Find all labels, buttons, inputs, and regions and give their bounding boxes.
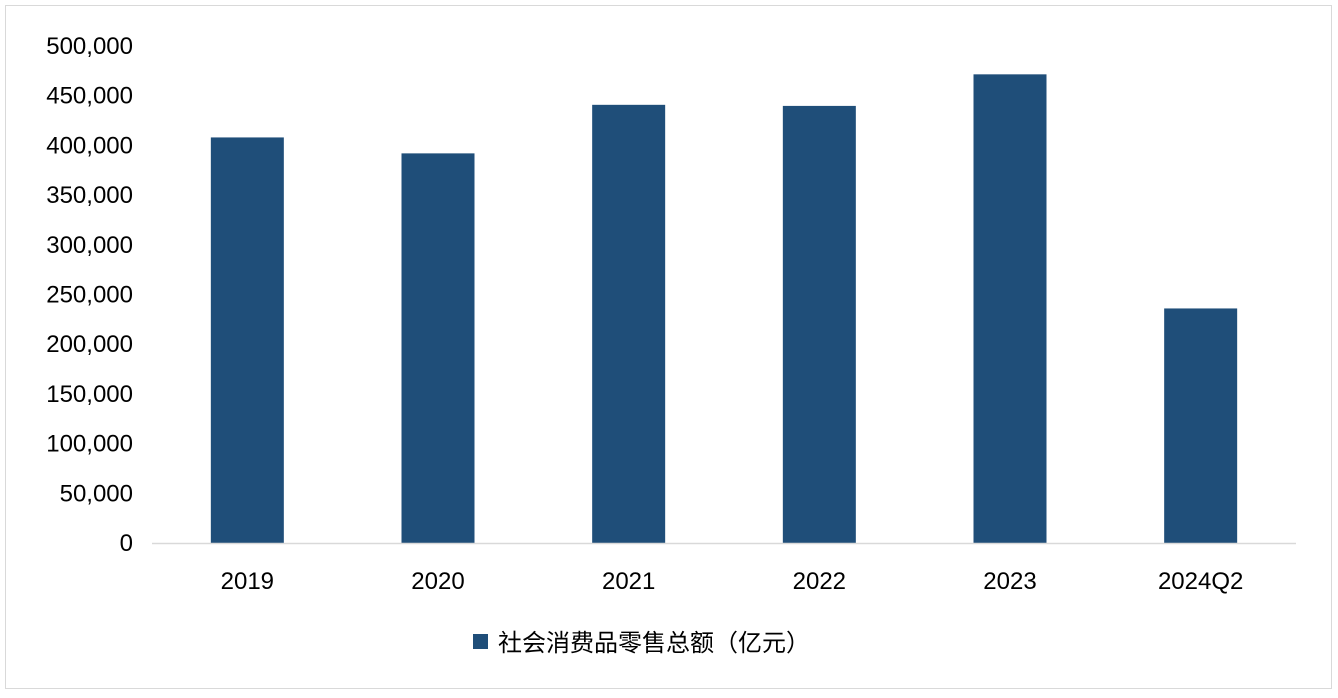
x-tick-label: 2019 xyxy=(221,568,274,595)
legend-swatch xyxy=(473,634,488,649)
y-tick-label: 300,000 xyxy=(46,232,133,259)
y-tick-label: 400,000 xyxy=(46,132,133,159)
bars xyxy=(210,74,1238,544)
y-axis-ticks: 0 50,000 100,000 150,000 200,000 250,000 300,0… xyxy=(46,33,133,557)
bar xyxy=(1164,308,1238,543)
x-tick-label: 2024Q2 xyxy=(1158,568,1243,595)
y-tick-label: 50,000 xyxy=(60,480,133,507)
legend-label: 社会消费品零售总额（亿元） xyxy=(498,629,810,657)
y-tick-label: 100,000 xyxy=(46,431,133,458)
x-tick-label: 2020 xyxy=(411,568,464,595)
y-tick-label: 250,000 xyxy=(46,282,133,309)
legend: 社会消费品零售总额（亿元） xyxy=(473,629,810,657)
y-tick-label: 0 xyxy=(120,530,133,557)
x-axis-ticks: 2019 2020 2021 2022 2023 2024Q2 xyxy=(221,568,1244,595)
bar xyxy=(401,153,475,543)
bar xyxy=(782,105,856,543)
bar-chart: 0 50,000 100,000 150,000 200,000 250,000 300,0… xyxy=(46,33,1296,657)
x-tick-label: 2023 xyxy=(983,568,1036,595)
bar xyxy=(973,74,1047,543)
y-tick-label: 350,000 xyxy=(46,182,133,209)
bar xyxy=(592,104,666,544)
y-tick-label: 500,000 xyxy=(46,33,133,60)
y-tick-label: 200,000 xyxy=(46,331,133,358)
bar xyxy=(210,137,284,544)
y-tick-label: 150,000 xyxy=(46,381,133,408)
y-tick-label: 450,000 xyxy=(46,83,133,110)
chart-frame: 0 50,000 100,000 150,000 200,000 250,000 300,0… xyxy=(5,5,1332,689)
x-tick-label: 2022 xyxy=(793,568,846,595)
x-tick-label: 2021 xyxy=(602,568,655,595)
